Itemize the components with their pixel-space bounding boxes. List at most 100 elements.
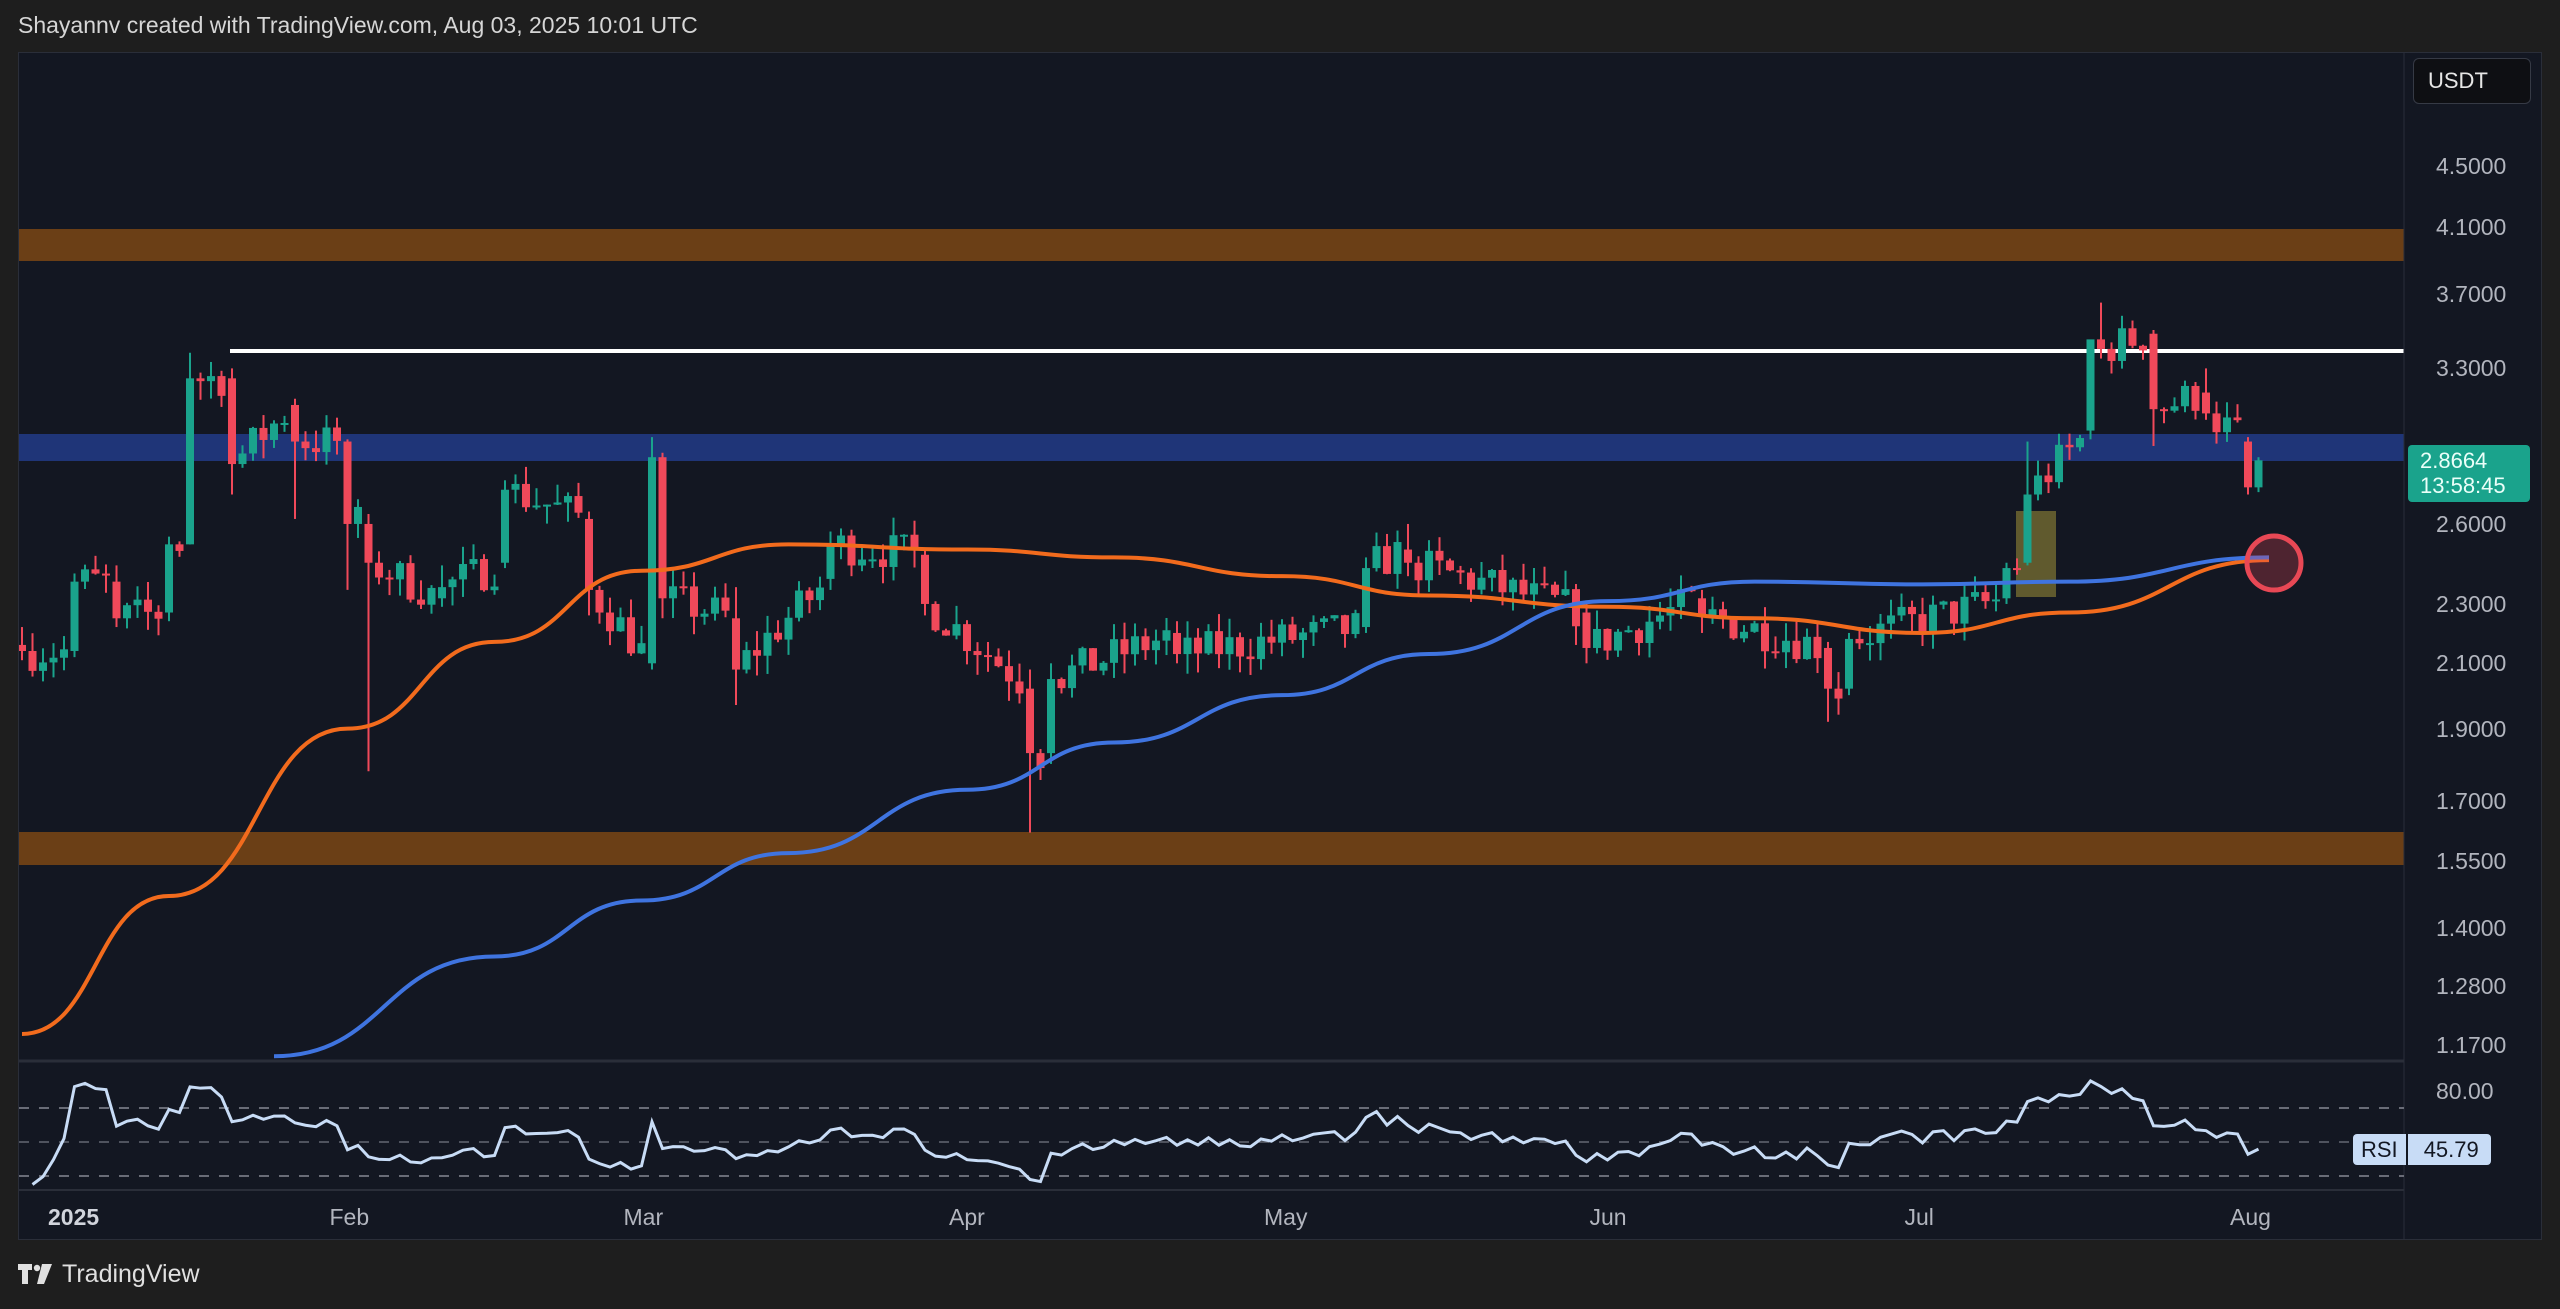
candle-body[interactable]: [1194, 637, 1202, 654]
candle-body[interactable]: [438, 587, 446, 599]
candle-body[interactable]: [669, 586, 677, 599]
candle-body[interactable]: [427, 587, 436, 605]
candle-body[interactable]: [1047, 679, 1055, 754]
candle-body[interactable]: [952, 624, 961, 636]
candle-body[interactable]: [291, 404, 299, 442]
candle-body[interactable]: [585, 518, 593, 590]
candle-body[interactable]: [1089, 648, 1097, 671]
candle-body[interactable]: [259, 427, 268, 440]
candle-body[interactable]: [1824, 647, 1832, 689]
candle-body[interactable]: [900, 534, 908, 537]
candle-body[interactable]: [795, 590, 803, 618]
candle-body[interactable]: [1215, 631, 1223, 655]
candle-body[interactable]: [1656, 615, 1664, 622]
candle-body[interactable]: [312, 448, 320, 453]
candle-body[interactable]: [459, 564, 467, 580]
candle-body[interactable]: [1036, 753, 1045, 769]
candle-body[interactable]: [1488, 570, 1496, 578]
candle-body[interactable]: [1519, 579, 1528, 595]
candle-body[interactable]: [1929, 604, 1937, 633]
candle-body[interactable]: [406, 563, 415, 600]
candle-body[interactable]: [1887, 615, 1895, 624]
candle-body[interactable]: [154, 611, 163, 619]
candle-body[interactable]: [1540, 583, 1549, 586]
candle-body[interactable]: [1845, 638, 1853, 689]
candle-body[interactable]: [448, 579, 457, 588]
candle-body[interactable]: [2233, 417, 2242, 421]
candle-body[interactable]: [2034, 475, 2042, 495]
price-pane[interactable]: [18, 229, 2404, 1059]
candle-body[interactable]: [1645, 621, 1654, 644]
candle-body[interactable]: [1834, 688, 1843, 699]
candle-body[interactable]: [522, 483, 530, 508]
candle-body[interactable]: [606, 612, 614, 632]
candle-body[interactable]: [1330, 615, 1339, 619]
candle-body[interactable]: [2013, 568, 2021, 571]
candle-body[interactable]: [1708, 609, 1717, 616]
candle-body[interactable]: [1635, 630, 1643, 644]
candle-body[interactable]: [1866, 643, 1874, 646]
candle-body[interactable]: [942, 630, 950, 636]
candle-body[interactable]: [774, 632, 782, 640]
candle-body[interactable]: [1435, 550, 1444, 561]
candle-body[interactable]: [1141, 636, 1150, 651]
candle-body[interactable]: [1183, 637, 1192, 655]
candle-body[interactable]: [1341, 615, 1349, 635]
candle-body[interactable]: [1719, 609, 1727, 619]
candle-body[interactable]: [270, 423, 278, 440]
candle-body[interactable]: [2076, 438, 2084, 448]
candle-body[interactable]: [1561, 589, 1570, 595]
candle-body[interactable]: [1603, 628, 1612, 651]
candle-body[interactable]: [1299, 632, 1307, 641]
candle-body[interactable]: [931, 603, 940, 631]
candle-body[interactable]: [637, 643, 646, 654]
candle-body[interactable]: [1698, 598, 1706, 616]
candle-body[interactable]: [490, 586, 499, 591]
candle-body[interactable]: [1467, 572, 1475, 590]
candle-body[interactable]: [732, 618, 740, 670]
candle-body[interactable]: [1099, 662, 1108, 671]
candle-body[interactable]: [165, 544, 173, 613]
candle-body[interactable]: [1404, 549, 1412, 563]
candle-body[interactable]: [1393, 542, 1402, 574]
candle-body[interactable]: [805, 590, 814, 601]
candle-body[interactable]: [826, 544, 835, 579]
candle-body[interactable]: [301, 441, 310, 449]
candle-body[interactable]: [1068, 665, 1076, 689]
candle-body[interactable]: [1383, 546, 1391, 574]
candle-body[interactable]: [532, 505, 541, 508]
candle-body[interactable]: [144, 599, 152, 612]
candle-body[interactable]: [102, 573, 110, 576]
candle-body[interactable]: [1761, 623, 1769, 652]
candle-body[interactable]: [1981, 592, 1990, 602]
candle-body[interactable]: [742, 650, 751, 670]
candle-body[interactable]: [1782, 640, 1790, 653]
candle-body[interactable]: [1204, 631, 1213, 654]
candle-body[interactable]: [627, 617, 635, 654]
candle-body[interactable]: [417, 599, 425, 605]
candle-body[interactable]: [375, 562, 383, 578]
candle-body[interactable]: [679, 586, 688, 589]
candle-body[interactable]: [1960, 596, 1969, 624]
candle-body[interactable]: [690, 586, 698, 617]
candle-body[interactable]: [1425, 550, 1433, 581]
candle-body[interactable]: [1278, 624, 1286, 643]
candle-body[interactable]: [469, 559, 478, 565]
candle-body[interactable]: [1939, 601, 1948, 605]
candle-body[interactable]: [49, 657, 58, 663]
candle-body[interactable]: [2160, 409, 2168, 412]
candle-body[interactable]: [921, 554, 929, 604]
candle-body[interactable]: [1992, 599, 2000, 602]
candle-body[interactable]: [2139, 345, 2147, 351]
candle-body[interactable]: [2149, 333, 2158, 410]
candle-body[interactable]: [616, 617, 625, 632]
candle-body[interactable]: [385, 577, 394, 580]
candle-body[interactable]: [1677, 589, 1685, 608]
candle-body[interactable]: [2086, 339, 2095, 431]
candle-body[interactable]: [1257, 636, 1265, 660]
candle-body[interactable]: [1078, 648, 1087, 666]
candle-body[interactable]: [249, 427, 257, 454]
candle-body[interactable]: [1246, 656, 1255, 660]
candle-body[interactable]: [501, 489, 509, 563]
candle-body[interactable]: [1267, 636, 1276, 643]
